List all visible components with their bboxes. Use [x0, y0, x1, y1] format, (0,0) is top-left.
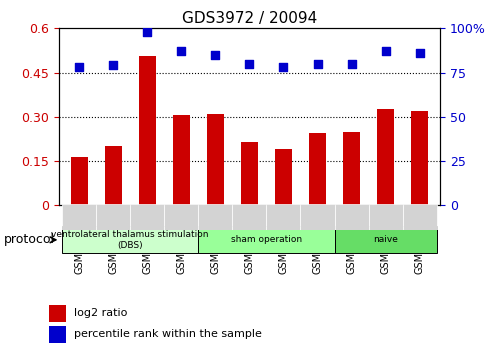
Text: ventrolateral thalamus stimulation
(DBS): ventrolateral thalamus stimulation (DBS) — [51, 230, 208, 250]
Bar — [376, 109, 393, 205]
FancyBboxPatch shape — [300, 204, 334, 230]
Text: percentile rank within the sample: percentile rank within the sample — [74, 329, 261, 339]
Point — [177, 48, 185, 54]
FancyBboxPatch shape — [198, 204, 232, 230]
Title: GDS3972 / 20094: GDS3972 / 20094 — [182, 11, 316, 26]
Bar — [172, 115, 189, 205]
Point — [347, 61, 355, 67]
Point — [75, 64, 83, 70]
Bar — [49, 326, 65, 343]
Text: log2 ratio: log2 ratio — [74, 308, 127, 318]
Bar — [70, 156, 87, 205]
Point — [381, 48, 389, 54]
FancyBboxPatch shape — [96, 204, 130, 230]
Point — [211, 52, 219, 58]
FancyBboxPatch shape — [62, 226, 198, 253]
Point — [313, 61, 321, 67]
FancyBboxPatch shape — [62, 204, 96, 230]
Bar — [274, 149, 291, 205]
Bar — [104, 146, 122, 205]
FancyBboxPatch shape — [232, 204, 266, 230]
FancyBboxPatch shape — [334, 226, 436, 253]
FancyBboxPatch shape — [266, 204, 300, 230]
Bar — [206, 114, 224, 205]
Point — [245, 61, 253, 67]
FancyBboxPatch shape — [164, 204, 198, 230]
Bar — [308, 133, 325, 205]
Bar — [343, 132, 359, 205]
FancyBboxPatch shape — [198, 226, 334, 253]
Bar — [49, 305, 65, 322]
Point — [279, 64, 287, 70]
FancyBboxPatch shape — [368, 204, 402, 230]
Text: naive: naive — [372, 235, 397, 244]
Text: protocol: protocol — [4, 233, 55, 246]
FancyBboxPatch shape — [334, 204, 368, 230]
Bar — [410, 111, 427, 205]
Bar — [139, 56, 155, 205]
Point — [109, 63, 117, 68]
FancyBboxPatch shape — [402, 204, 436, 230]
Text: sham operation: sham operation — [230, 235, 302, 244]
Point — [415, 50, 423, 56]
Point — [143, 29, 151, 35]
Bar — [241, 142, 257, 205]
FancyBboxPatch shape — [130, 204, 164, 230]
